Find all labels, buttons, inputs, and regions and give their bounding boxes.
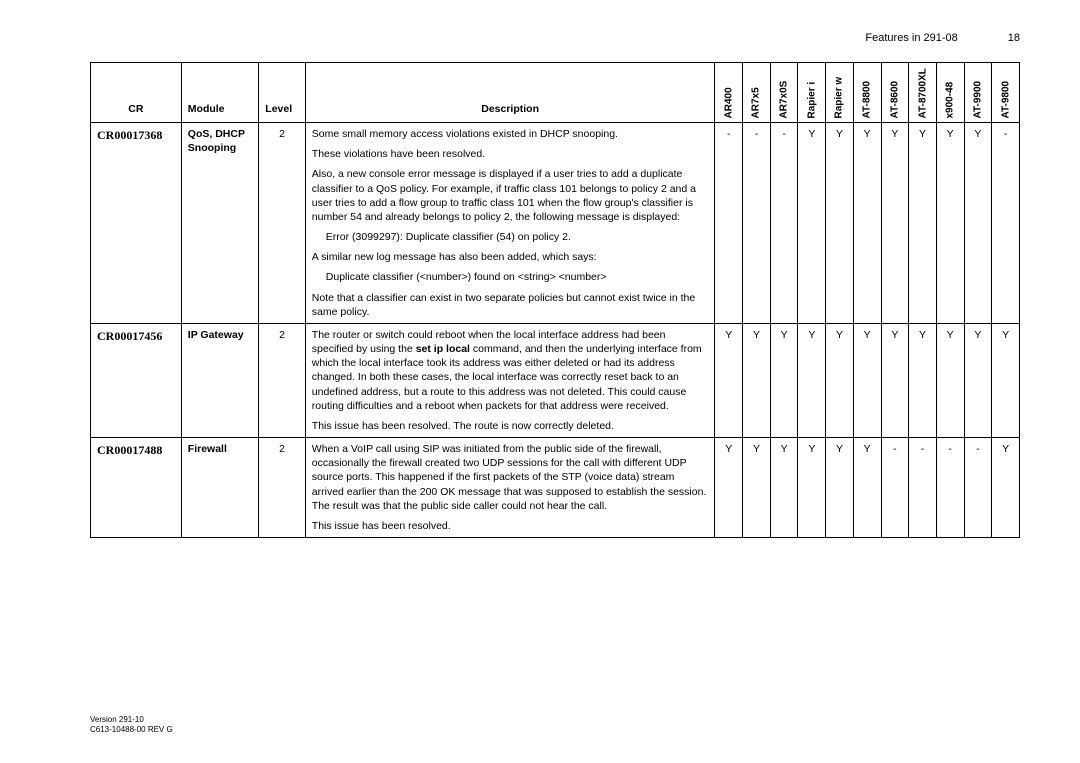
product-cell: - bbox=[909, 438, 937, 538]
col-level: Level bbox=[259, 63, 306, 123]
cr-id: CR00017456 bbox=[91, 323, 182, 437]
desc-text: Duplicate classifier (<number>) found on… bbox=[312, 270, 709, 284]
product-cell: - bbox=[964, 438, 992, 538]
product-cell: Y bbox=[826, 123, 854, 324]
level-value: 2 bbox=[259, 123, 306, 324]
product-cell: - bbox=[936, 438, 964, 538]
product-cell: Y bbox=[936, 323, 964, 437]
product-cell: Y bbox=[853, 123, 881, 324]
product-cell: Y bbox=[770, 438, 798, 538]
product-cell: Y bbox=[992, 323, 1020, 437]
product-cell: Y bbox=[909, 323, 937, 437]
level-value: 2 bbox=[259, 438, 306, 538]
col-product: AT-8800 bbox=[853, 63, 881, 123]
col-product: x900-48 bbox=[936, 63, 964, 123]
description-cell: The router or switch could reboot when t… bbox=[305, 323, 715, 437]
product-cell: Y bbox=[881, 123, 909, 324]
col-product: AR400 bbox=[715, 63, 743, 123]
desc-text: Note that a classifier can exist in two … bbox=[312, 291, 709, 319]
product-cell: Y bbox=[743, 323, 771, 437]
product-cell: Y bbox=[853, 323, 881, 437]
page-header: Features in 291-08 18 bbox=[90, 32, 1020, 44]
cr-id: CR00017368 bbox=[91, 123, 182, 324]
product-cell: - bbox=[743, 123, 771, 324]
col-description: Description bbox=[305, 63, 715, 123]
product-cell: Y bbox=[715, 323, 743, 437]
col-module: Module bbox=[181, 63, 259, 123]
product-cell: Y bbox=[826, 323, 854, 437]
product-cell: Y bbox=[770, 323, 798, 437]
product-cell: Y bbox=[964, 123, 992, 324]
product-cell: Y bbox=[964, 323, 992, 437]
col-product: AT-8600 bbox=[881, 63, 909, 123]
product-cell: Y bbox=[798, 123, 826, 324]
feature-table: CR Module Level Description AR400 AR7x5 … bbox=[90, 62, 1020, 538]
col-product: AR7x5 bbox=[743, 63, 771, 123]
product-cell: Y bbox=[992, 438, 1020, 538]
col-product: AT-9800 bbox=[992, 63, 1020, 123]
col-product: Rapier i bbox=[798, 63, 826, 123]
desc-text: The router or switch could reboot when t… bbox=[312, 328, 709, 413]
product-cell: Y bbox=[909, 123, 937, 324]
col-product: Rapier w bbox=[826, 63, 854, 123]
product-cell: Y bbox=[936, 123, 964, 324]
product-cell: Y bbox=[715, 438, 743, 538]
page-footer: Version 291-10 C613-10488-00 REV G bbox=[90, 715, 173, 735]
module-name: Firewall bbox=[181, 438, 259, 538]
desc-text: Also, a new console error message is dis… bbox=[312, 167, 709, 224]
product-cell: - bbox=[992, 123, 1020, 324]
product-cell: Y bbox=[881, 323, 909, 437]
module-name: QoS, DHCP Snooping bbox=[181, 123, 259, 324]
product-cell: Y bbox=[798, 323, 826, 437]
col-cr: CR bbox=[91, 63, 182, 123]
desc-text: This issue has been resolved. The route … bbox=[312, 419, 709, 433]
product-cell: Y bbox=[826, 438, 854, 538]
col-product: AT-9900 bbox=[964, 63, 992, 123]
table-row: CR00017456 IP Gateway 2 The router or sw… bbox=[91, 323, 1020, 437]
table-row: CR00017368 QoS, DHCP Snooping 2 Some sma… bbox=[91, 123, 1020, 324]
footer-docid: C613-10488-00 REV G bbox=[90, 725, 173, 735]
product-cell: - bbox=[770, 123, 798, 324]
col-product: AT-8700XL bbox=[909, 63, 937, 123]
product-cell: Y bbox=[798, 438, 826, 538]
desc-text: A similar new log message has also been … bbox=[312, 250, 709, 264]
desc-text: When a VoIP call using SIP was initiated… bbox=[312, 442, 709, 513]
table-row: CR00017488 Firewall 2 When a VoIP call u… bbox=[91, 438, 1020, 538]
product-cell: Y bbox=[853, 438, 881, 538]
header-page-num: 18 bbox=[1008, 32, 1020, 44]
description-cell: Some small memory access violations exis… bbox=[305, 123, 715, 324]
table-header-row: CR Module Level Description AR400 AR7x5 … bbox=[91, 63, 1020, 123]
col-product: AR7x0S bbox=[770, 63, 798, 123]
module-name: IP Gateway bbox=[181, 323, 259, 437]
desc-text: This issue has been resolved. bbox=[312, 519, 709, 533]
desc-text: These violations have been resolved. bbox=[312, 147, 709, 161]
header-title: Features in 291-08 bbox=[865, 32, 957, 44]
cr-id: CR00017488 bbox=[91, 438, 182, 538]
footer-version: Version 291-10 bbox=[90, 715, 173, 725]
product-cell: - bbox=[715, 123, 743, 324]
product-cell: - bbox=[881, 438, 909, 538]
desc-text: Some small memory access violations exis… bbox=[312, 127, 709, 141]
desc-text: Error (3099297): Duplicate classifier (5… bbox=[312, 230, 709, 244]
description-cell: When a VoIP call using SIP was initiated… bbox=[305, 438, 715, 538]
product-cell: Y bbox=[743, 438, 771, 538]
level-value: 2 bbox=[259, 323, 306, 437]
